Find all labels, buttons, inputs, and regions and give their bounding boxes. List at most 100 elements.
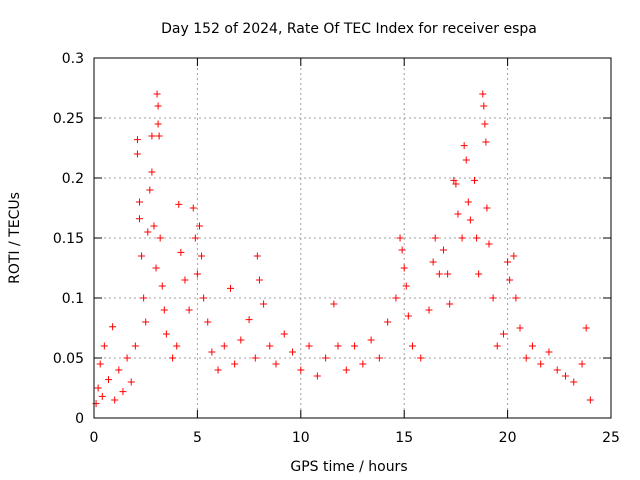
data-point <box>396 234 404 242</box>
y-tick-label: 0.25 <box>53 111 84 127</box>
data-point <box>460 142 468 150</box>
plot-frame <box>93 57 612 419</box>
data-point <box>191 234 199 242</box>
data-point <box>185 306 193 314</box>
data-point <box>204 318 212 326</box>
y-tick-label: 0.3 <box>62 51 84 67</box>
data-point <box>266 342 274 350</box>
data-point <box>297 366 305 374</box>
data-point <box>200 294 208 302</box>
data-point <box>408 342 416 350</box>
data-point <box>439 246 447 254</box>
data-point <box>545 348 553 356</box>
data-point <box>177 248 185 256</box>
data-point <box>400 264 408 272</box>
y-tick-label: 0.2 <box>62 171 84 187</box>
data-points <box>92 90 594 408</box>
data-point <box>452 180 460 188</box>
data-point <box>158 282 166 290</box>
data-point <box>260 300 268 308</box>
data-point <box>479 90 487 98</box>
data-point <box>375 354 383 362</box>
data-point <box>148 168 156 176</box>
data-point <box>140 294 148 302</box>
data-point <box>475 270 483 278</box>
data-point <box>251 354 259 362</box>
data-point <box>148 132 156 140</box>
data-point <box>473 234 481 242</box>
x-tick-label: 0 <box>90 430 99 446</box>
data-point <box>489 294 497 302</box>
data-point <box>272 360 280 368</box>
data-point <box>464 198 472 206</box>
data-point <box>429 258 437 266</box>
data-point <box>359 360 367 368</box>
data-point <box>253 252 261 260</box>
data-point <box>528 342 536 350</box>
data-point <box>384 318 392 326</box>
x-tick-label: 5 <box>193 430 202 446</box>
data-point <box>245 316 253 324</box>
data-point <box>231 360 239 368</box>
data-point <box>135 215 143 223</box>
data-point <box>578 360 586 368</box>
y-axis-label: ROTI / TECUs <box>7 192 23 284</box>
x-axis-label: GPS time / hours <box>290 459 407 475</box>
data-point <box>553 366 561 374</box>
data-point <box>156 234 164 242</box>
data-point <box>466 216 474 224</box>
data-point <box>131 342 139 350</box>
data-point <box>417 354 425 362</box>
data-point <box>98 392 106 400</box>
data-point <box>322 354 330 362</box>
data-point <box>119 388 127 396</box>
data-point <box>94 384 102 392</box>
data-point <box>305 342 313 350</box>
data-point <box>499 330 507 338</box>
data-point <box>582 324 590 332</box>
data-point <box>135 198 143 206</box>
data-point <box>220 342 228 350</box>
data-point <box>313 372 321 380</box>
data-point <box>522 354 530 362</box>
data-point <box>562 372 570 380</box>
data-point <box>115 366 123 374</box>
data-point <box>450 176 458 184</box>
data-point <box>142 318 150 326</box>
data-point <box>471 176 479 184</box>
data-point <box>153 90 161 98</box>
data-point <box>198 252 206 260</box>
chart-title: Day 152 of 2024, Rate Of TEC Index for r… <box>161 21 537 37</box>
data-point <box>280 330 288 338</box>
data-point <box>586 396 594 404</box>
data-point <box>330 300 338 308</box>
data-point <box>133 136 141 144</box>
data-point <box>516 324 524 332</box>
data-point <box>162 330 170 338</box>
y-tick-label: 0.15 <box>53 231 84 247</box>
data-point <box>482 138 490 146</box>
data-point <box>111 396 119 404</box>
data-point <box>481 120 489 128</box>
data-point <box>195 222 203 230</box>
data-point <box>444 270 452 278</box>
data-point <box>255 276 263 284</box>
data-point <box>425 306 433 314</box>
data-point <box>506 276 514 284</box>
data-point <box>351 342 359 350</box>
data-point <box>152 264 160 272</box>
x-tick-label: 20 <box>499 430 517 446</box>
data-point <box>109 323 117 331</box>
data-point <box>402 282 410 290</box>
data-point <box>367 336 375 344</box>
data-point <box>181 276 189 284</box>
data-point <box>392 294 400 302</box>
data-point <box>493 342 501 350</box>
data-point <box>169 354 177 362</box>
y-tick-label: 0.05 <box>53 351 84 367</box>
x-tick-label: 25 <box>602 430 620 446</box>
data-point <box>485 240 493 248</box>
data-point <box>398 246 406 254</box>
data-point <box>138 252 146 260</box>
